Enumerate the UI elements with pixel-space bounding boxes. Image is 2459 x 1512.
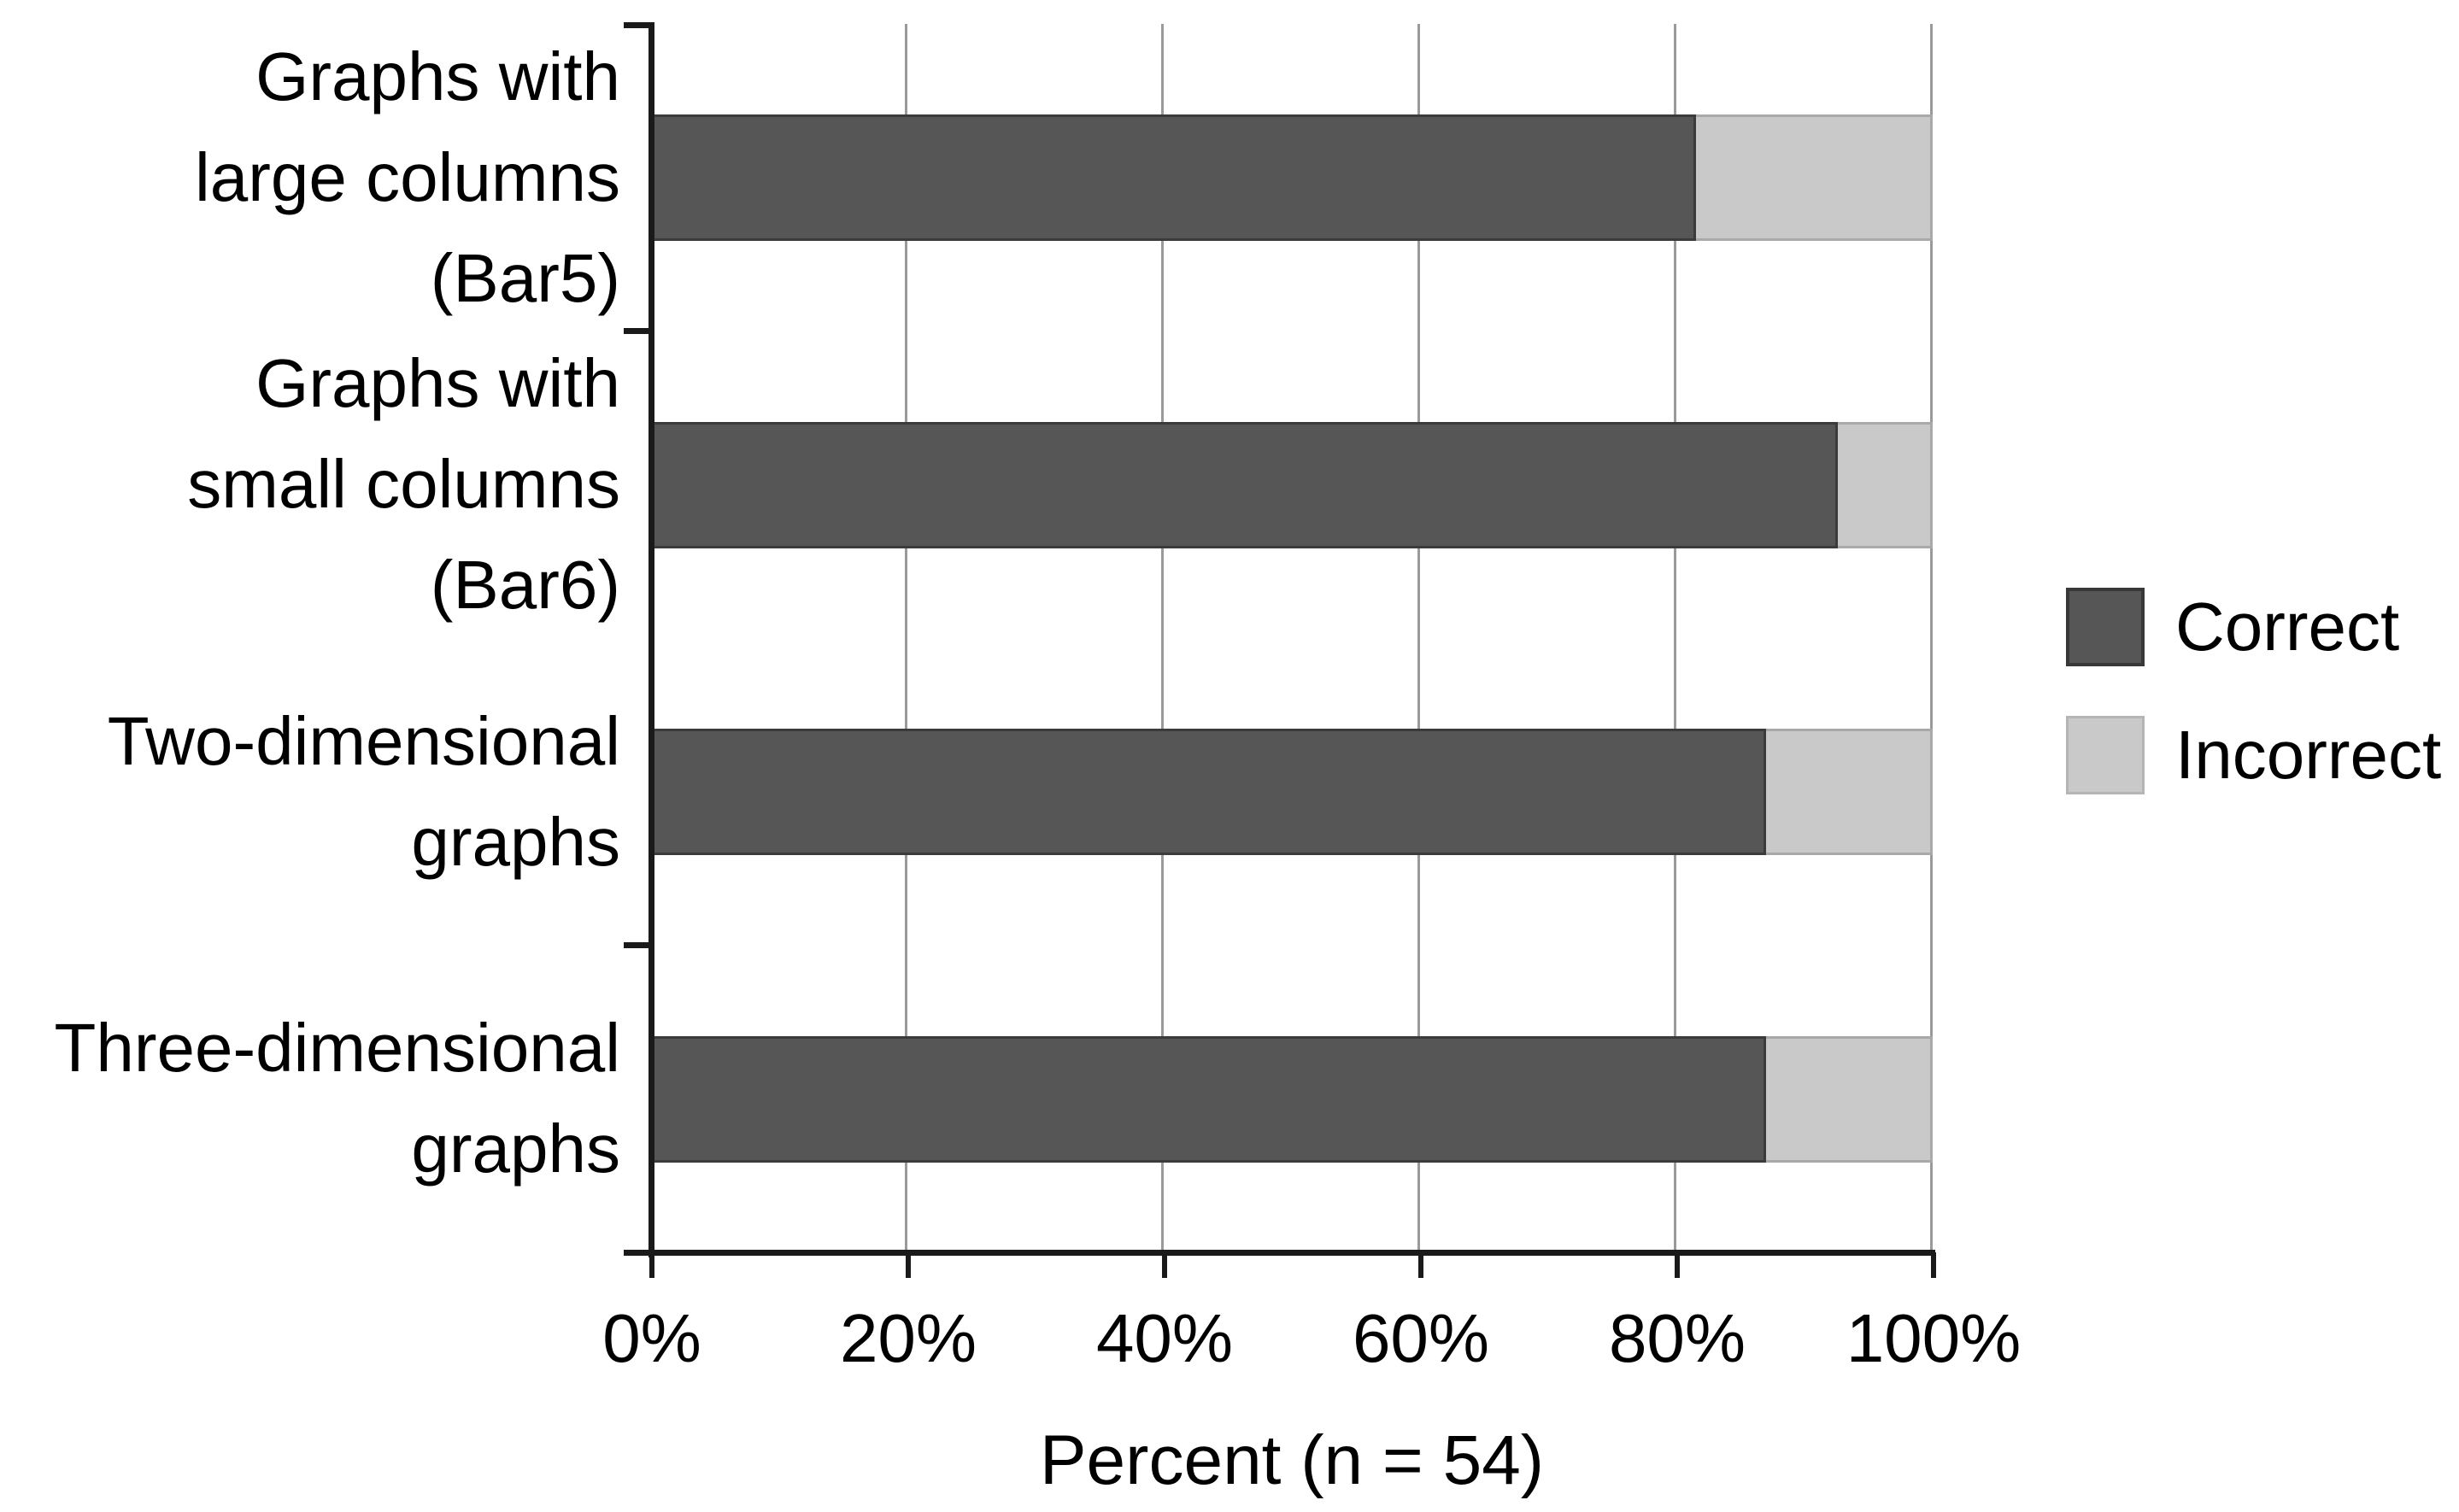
bar-row-three-dimensional	[651, 1036, 1933, 1163]
category-axis-tick	[624, 22, 651, 28]
category-label-line: Graphs with	[255, 38, 620, 114]
category-label-line: Two-dimensional	[107, 703, 620, 779]
x-tick-label-20: 20%	[839, 1300, 977, 1376]
legend-swatch-incorrect	[2066, 716, 2145, 794]
x-axis-line	[648, 1250, 1935, 1256]
category-label-line: large columns	[194, 139, 620, 215]
category-axis-tick	[624, 1250, 651, 1256]
x-axis-tick	[1675, 1252, 1680, 1278]
category-label-three-dimensional: Three-dimensional graphs	[0, 945, 620, 1252]
bar-row-two-dimensional	[651, 729, 1933, 855]
bar-segment-incorrect	[1838, 422, 1933, 548]
category-label-large-columns: Graphs with large columns (Bar5)	[0, 24, 620, 331]
legend-swatch-correct	[2066, 588, 2145, 666]
y-axis-line	[648, 22, 654, 1257]
x-axis-tick	[1931, 1252, 1936, 1278]
category-label-line: (Bar6)	[430, 547, 620, 623]
bar-segment-incorrect	[1766, 729, 1933, 855]
x-tick-label-0: 0%	[602, 1300, 701, 1376]
category-label-line: graphs	[411, 804, 620, 880]
x-axis-tick	[906, 1252, 911, 1278]
category-label-line: (Bar5)	[430, 240, 620, 316]
bar-segment-incorrect	[1766, 1036, 1933, 1163]
category-label-two-dimensional: Two-dimensional graphs	[0, 638, 620, 946]
gridline-40pct	[1161, 24, 1164, 1252]
category-axis-tick	[624, 942, 651, 948]
legend-item-incorrect: Incorrect	[2066, 716, 2441, 794]
category-label-line: Three-dimensional	[54, 1010, 620, 1086]
x-axis-tick	[649, 1252, 654, 1278]
bar-segment-correct	[651, 114, 1696, 241]
category-label-line: small columns	[187, 446, 620, 522]
category-label-small-columns: Graphs with small columns (Bar6)	[0, 331, 620, 638]
gridline-60pct	[1417, 24, 1420, 1252]
bar-segment-correct	[651, 1036, 1766, 1163]
x-axis-tick	[1418, 1252, 1423, 1278]
x-tick-label-100: 100%	[1846, 1300, 2022, 1376]
bar-row-small-columns	[651, 422, 1933, 548]
bar-segment-incorrect	[1695, 114, 1933, 241]
gridline-80pct	[1674, 24, 1676, 1252]
x-axis-tick	[1162, 1252, 1167, 1278]
x-tick-label-80: 80%	[1608, 1300, 1746, 1376]
gridline-20pct	[905, 24, 907, 1252]
bar-segment-correct	[651, 422, 1838, 548]
legend: Correct Incorrect	[2066, 588, 2441, 794]
x-axis-title: Percent (n = 54)	[1039, 1421, 1545, 1499]
bar-segment-correct	[651, 729, 1766, 855]
x-tick-label-40: 40%	[1095, 1300, 1234, 1376]
legend-label-incorrect: Incorrect	[2175, 717, 2442, 793]
bar-row-large-columns	[651, 114, 1933, 241]
category-axis-tick	[624, 328, 651, 334]
x-tick-label-60: 60%	[1352, 1300, 1490, 1376]
category-label-line: graphs	[411, 1111, 620, 1187]
legend-label-correct: Correct	[2175, 589, 2400, 665]
legend-item-correct: Correct	[2066, 588, 2441, 666]
plot-area	[651, 24, 1933, 1252]
category-label-line: Graphs with	[255, 345, 620, 421]
gridline-100pct	[1930, 24, 1933, 1252]
